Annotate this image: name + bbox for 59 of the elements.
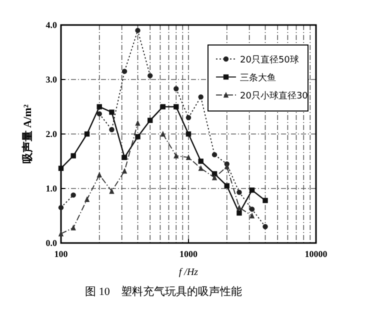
x-axis-title: f /Hz — [178, 267, 198, 278]
point — [236, 210, 242, 216]
point — [148, 73, 153, 78]
point — [96, 172, 102, 178]
point — [224, 183, 230, 188]
y-tick-label: 0.0 — [46, 238, 58, 248]
point — [109, 188, 114, 194]
point — [135, 134, 140, 140]
point — [58, 204, 64, 210]
x-tick-label: 1000 — [180, 249, 198, 259]
point — [262, 224, 268, 230]
point — [174, 104, 179, 110]
y-tick-label: 1.0 — [46, 184, 58, 194]
point — [84, 131, 90, 137]
point — [236, 190, 242, 195]
y-tick-label: 2.0 — [46, 129, 58, 139]
point — [58, 166, 64, 171]
point — [249, 212, 255, 218]
point — [135, 28, 140, 34]
point — [236, 204, 242, 210]
x-tick-label: 100 — [54, 249, 68, 259]
legend-label: 三条大鱼 — [240, 72, 276, 84]
point — [198, 94, 204, 100]
point — [186, 154, 192, 160]
x-tick-label: 10000 — [304, 249, 328, 259]
point — [160, 130, 166, 137]
point — [262, 198, 268, 204]
point — [122, 68, 128, 74]
legend-label: 20只小球直径30 — [240, 90, 308, 102]
point — [70, 153, 76, 158]
point — [160, 104, 166, 110]
point — [212, 152, 218, 158]
y-tick-label: 4.0 — [46, 20, 58, 30]
point — [186, 115, 192, 120]
point — [135, 120, 140, 126]
point — [249, 206, 255, 212]
point — [198, 158, 204, 164]
point — [96, 104, 102, 110]
point — [212, 174, 218, 180]
point — [70, 224, 76, 230]
point — [122, 154, 128, 160]
caption: 图 10 塑料充气玩具的吸声性能 — [85, 285, 242, 298]
point — [84, 196, 90, 202]
point — [109, 110, 114, 115]
point — [122, 168, 128, 174]
point — [70, 192, 76, 198]
point — [249, 188, 255, 193]
point — [148, 118, 153, 123]
point — [224, 164, 230, 170]
point — [174, 152, 179, 158]
point — [198, 165, 204, 171]
y-tick-label: 3.0 — [46, 74, 58, 84]
point — [186, 131, 192, 137]
point — [58, 230, 64, 236]
legend-label: 20只直径50球 — [240, 54, 299, 66]
y-axis-title: 吸声量 A/m² — [21, 104, 34, 164]
point — [174, 86, 179, 92]
point — [109, 127, 114, 132]
point — [96, 111, 102, 116]
